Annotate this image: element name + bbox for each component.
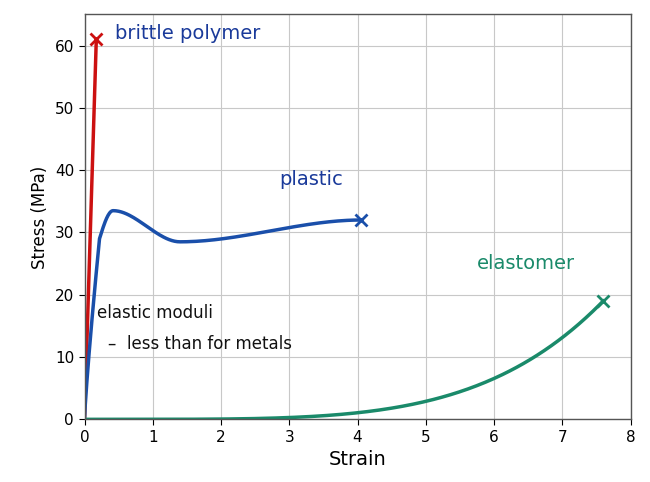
Text: elastomer: elastomer — [477, 254, 575, 273]
Text: plastic: plastic — [279, 170, 343, 189]
Y-axis label: Stress (MPa): Stress (MPa) — [31, 165, 49, 268]
Text: –  less than for metals: – less than for metals — [109, 335, 292, 353]
Text: elastic moduli: elastic moduli — [97, 304, 213, 322]
Text: brittle polymer: brittle polymer — [115, 24, 261, 43]
X-axis label: Strain: Strain — [329, 450, 386, 469]
